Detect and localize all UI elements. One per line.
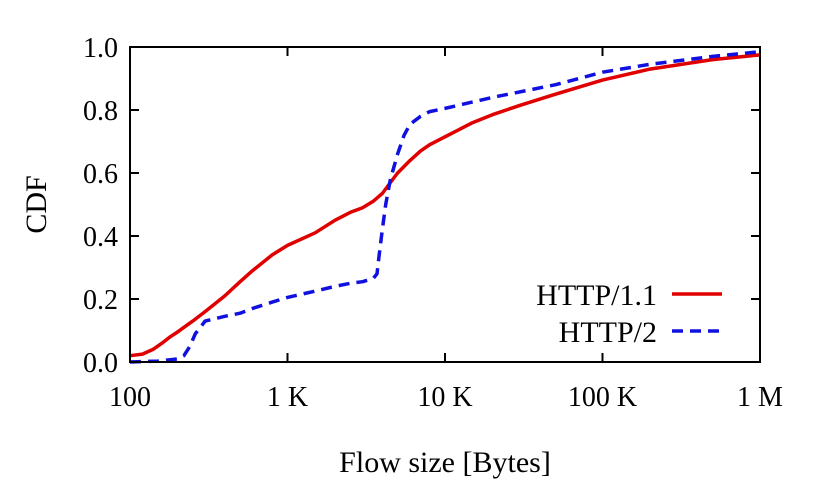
y-tick-label: 0.6: [83, 159, 118, 190]
x-tick-label: 10 K: [417, 382, 472, 413]
x-tick-label: 100: [109, 382, 151, 413]
y-tick-label: 0.4: [83, 222, 118, 253]
y-tick-label: 1.0: [83, 33, 118, 64]
series-line-2: [129, 49, 761, 364]
x-tick-label: 1 M: [737, 382, 783, 413]
legend-label: HTTP/2: [559, 316, 657, 349]
legend-label: HTTP/1.1: [536, 279, 657, 312]
series-line-1: [129, 53, 761, 358]
y-tick-label: 0.2: [83, 285, 118, 316]
ticks-layer: 100 1 K 10 K 100 K 1 M 0.0 0.2 0.4 0.6 0.8 1.0: [83, 33, 783, 413]
y-axis-label: CDF: [20, 175, 53, 233]
y-tick-label: 0.0: [83, 348, 118, 379]
legend: HTTP/1.1 HTTP/2: [536, 279, 722, 349]
x-tick-label: 1 K: [267, 382, 308, 413]
y-tick-label: 0.8: [83, 96, 118, 127]
x-tick-label: 100 K: [568, 382, 637, 413]
x-axis-label: Flow size [Bytes]: [339, 446, 551, 479]
series-layer: [129, 49, 761, 364]
